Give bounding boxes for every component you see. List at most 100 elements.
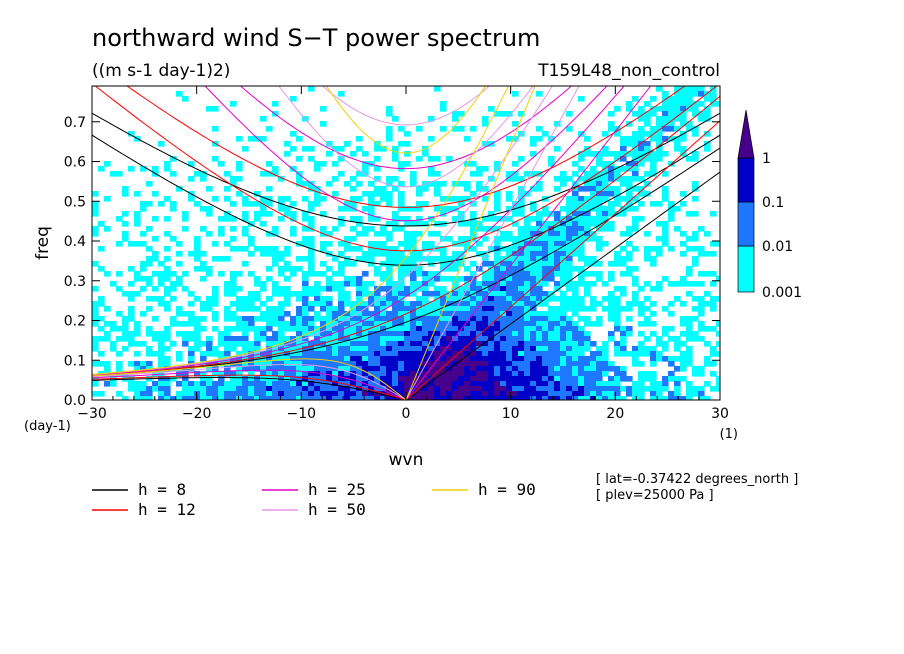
power-cell — [272, 386, 279, 392]
power-cell — [494, 281, 501, 287]
power-cell — [488, 356, 495, 362]
power-cell — [266, 371, 273, 377]
power-cell — [146, 331, 153, 337]
power-cell — [368, 206, 375, 212]
power-cell — [596, 226, 603, 232]
power-cell — [434, 181, 441, 187]
power-cell — [296, 176, 303, 182]
power-cell — [566, 226, 573, 232]
power-cell — [434, 291, 441, 297]
power-cell — [338, 396, 345, 400]
power-cell — [98, 316, 105, 322]
power-cell — [572, 361, 579, 367]
power-cell — [602, 191, 609, 197]
power-cell — [548, 246, 555, 252]
power-cell — [422, 311, 429, 317]
power-cell — [434, 186, 441, 192]
power-cell — [638, 381, 645, 387]
power-cell — [302, 311, 309, 317]
power-cell — [404, 271, 411, 277]
power-cell — [644, 131, 651, 137]
power-cell — [578, 301, 585, 307]
power-cell — [662, 106, 669, 112]
power-cell — [566, 221, 573, 227]
power-cell — [266, 231, 273, 237]
power-cell — [422, 151, 429, 157]
power-cell — [674, 386, 681, 392]
power-cell — [452, 281, 459, 287]
power-cell — [680, 91, 687, 97]
power-cell — [440, 256, 447, 262]
power-cell — [656, 126, 663, 132]
power-cell — [506, 391, 513, 397]
axis-ticks: −30 −20 −10 0 10 20 300.00.10.20.30.40.50.60.7 — [64, 86, 729, 422]
power-cell — [152, 256, 159, 262]
power-cell — [116, 336, 123, 342]
power-cell — [326, 311, 333, 317]
power-cell — [386, 286, 393, 292]
power-cell — [326, 231, 333, 237]
power-cell — [656, 336, 663, 342]
power-cell — [464, 236, 471, 242]
power-cell — [302, 146, 309, 152]
power-cell — [314, 286, 321, 292]
power-cell — [686, 156, 693, 162]
power-cell — [422, 376, 429, 382]
power-cell — [350, 311, 357, 317]
power-cell — [368, 356, 375, 362]
power-cell — [476, 181, 483, 187]
power-cell — [314, 371, 321, 377]
power-cell — [638, 331, 645, 337]
power-cell — [440, 391, 447, 397]
power-cell — [680, 106, 687, 112]
power-cell — [254, 336, 261, 342]
power-cell — [650, 321, 657, 327]
power-cell — [416, 336, 423, 342]
power-cell — [338, 351, 345, 357]
power-cell — [434, 336, 441, 342]
power-cell — [644, 171, 651, 177]
power-cell — [536, 271, 543, 277]
power-cell — [158, 396, 165, 400]
power-cell — [410, 371, 417, 377]
power-cell — [662, 116, 669, 122]
power-cell — [260, 171, 267, 177]
power-cell — [596, 376, 603, 382]
power-cell — [374, 316, 381, 322]
power-cell — [512, 276, 519, 282]
power-cell — [560, 306, 567, 312]
power-cell — [224, 211, 231, 217]
power-cell — [278, 391, 285, 397]
power-cell — [584, 376, 591, 382]
power-cell — [494, 301, 501, 307]
power-cell — [410, 381, 417, 387]
power-cell — [500, 236, 507, 242]
power-cell — [638, 371, 645, 377]
power-cell — [176, 276, 183, 282]
power-cell — [398, 251, 405, 257]
power-cell — [164, 306, 171, 312]
power-cell — [158, 141, 165, 147]
power-cell — [488, 366, 495, 372]
power-cell — [542, 281, 549, 287]
power-cell — [104, 321, 111, 327]
power-cell — [284, 366, 291, 372]
power-cell — [440, 331, 447, 337]
power-cell — [560, 206, 567, 212]
power-cell — [500, 376, 507, 382]
power-cell — [524, 221, 531, 227]
power-cell — [656, 351, 663, 357]
power-cell — [416, 221, 423, 227]
power-cell — [608, 391, 615, 397]
power-cell — [596, 176, 603, 182]
power-cell — [440, 311, 447, 317]
power-cell — [488, 271, 495, 277]
power-cell — [470, 226, 477, 232]
power-cell — [596, 396, 603, 400]
power-cell — [482, 376, 489, 382]
power-cell — [542, 246, 549, 252]
power-cell — [158, 301, 165, 307]
power-cell — [614, 106, 621, 112]
power-cell — [182, 396, 189, 400]
power-cell — [584, 271, 591, 277]
